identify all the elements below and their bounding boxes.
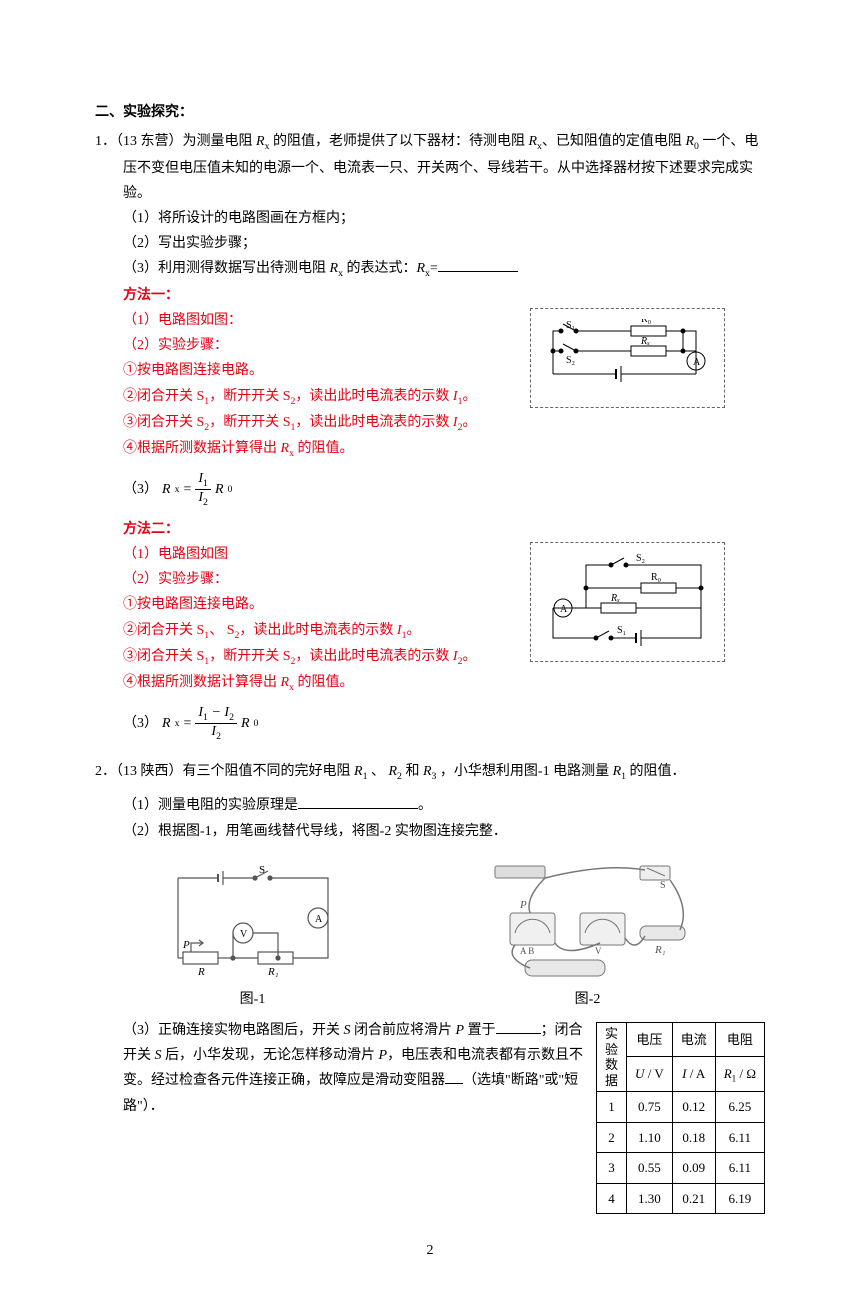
svg-text:S: S [259, 864, 265, 876]
section-title: 二、实验探究： [95, 100, 765, 125]
q1-sub2: （2）写出实验步骤； [123, 231, 765, 256]
svg-text:R: R [197, 966, 205, 978]
table-row: 30.550.096.11 [597, 1153, 765, 1183]
svg-text:P: P [182, 939, 190, 951]
m1-formula: （3） Rx = I1I2 R0 [123, 471, 765, 509]
m1-s4: ④根据所测数据计算得出 Rx 的阻值。 [123, 436, 765, 462]
m1-s3: ③闭合开关 S2，断开开关 S1，读出此时电流表的示数 I2。 [123, 410, 765, 436]
q1-sub1: （1）将所设计的电路图画在方框内； [123, 206, 765, 231]
svg-text:R₁: R₁ [267, 966, 279, 978]
svg-text:V: V [240, 929, 248, 940]
svg-text:S: S [660, 880, 666, 891]
label-s1b: S₁ [617, 625, 626, 636]
table-row: 10.750.126.25 [597, 1092, 765, 1122]
label-rxb: Rₓ [610, 593, 620, 604]
circuit-diagram-1: S₁ S₂ R₀ Rₓ A [530, 308, 725, 408]
m2-formula: （3） Rx = I1 − I2I2 R0 [123, 705, 765, 743]
table-row: 41.300.216.19 [597, 1183, 765, 1213]
q1-sub3: （3）利用测得数据写出待测电阻 Rx 的表达式：Rx= [123, 256, 765, 282]
q2-sub2: （2）根据图-1，用笔画线替代导线，将图-2 实物图连接完整． [123, 819, 765, 844]
page-number: 2 [95, 1238, 765, 1263]
method1-title: 方法一： [123, 283, 765, 308]
label-r0b: R₀ [651, 572, 662, 583]
label-a: A [693, 357, 701, 368]
q1-stem: 1．（13 东营）为测量电阻 Rx 的阻值，老师提供了以下器材：待测电阻 Rx、… [95, 129, 765, 206]
label-s2b: S₂ [636, 553, 645, 564]
data-table: 实验数据 电压电流电阻 U / VI / AR1 / Ω 10.750.126.… [596, 1022, 765, 1214]
q2-stem: 2．（13 陕西）有三个阻值不同的完好电阻 R1 、 R2 和 R3 ，小华想利… [95, 759, 765, 785]
label-s1: S₁ [566, 320, 575, 331]
svg-text:V: V [595, 946, 602, 956]
circuit-diagram-2: S₂ R₀ Rₓ A S₁ [530, 542, 725, 662]
method2-title: 方法二： [123, 517, 765, 542]
m2-s4: ④根据所测数据计算得出 Rx 的阻值。 [123, 670, 765, 696]
svg-text:A: A [315, 914, 323, 925]
figure-1: S A V P R R₁ 图-1 [158, 858, 348, 1012]
label-s2: S₂ [566, 355, 575, 366]
q2-sub1: （1）测量电阻的实验原理是。 [123, 793, 765, 818]
label-ab: A [560, 604, 568, 615]
svg-text:R₁: R₁ [654, 944, 666, 956]
svg-text:P: P [519, 899, 527, 911]
figure-2: P A B V R₁ S 图-2 [473, 858, 703, 1012]
table-row: 21.100.186.11 [597, 1122, 765, 1152]
label-r0: R₀ [641, 319, 652, 325]
label-rx: Rₓ [640, 336, 650, 347]
svg-text:A B: A B [520, 946, 534, 956]
